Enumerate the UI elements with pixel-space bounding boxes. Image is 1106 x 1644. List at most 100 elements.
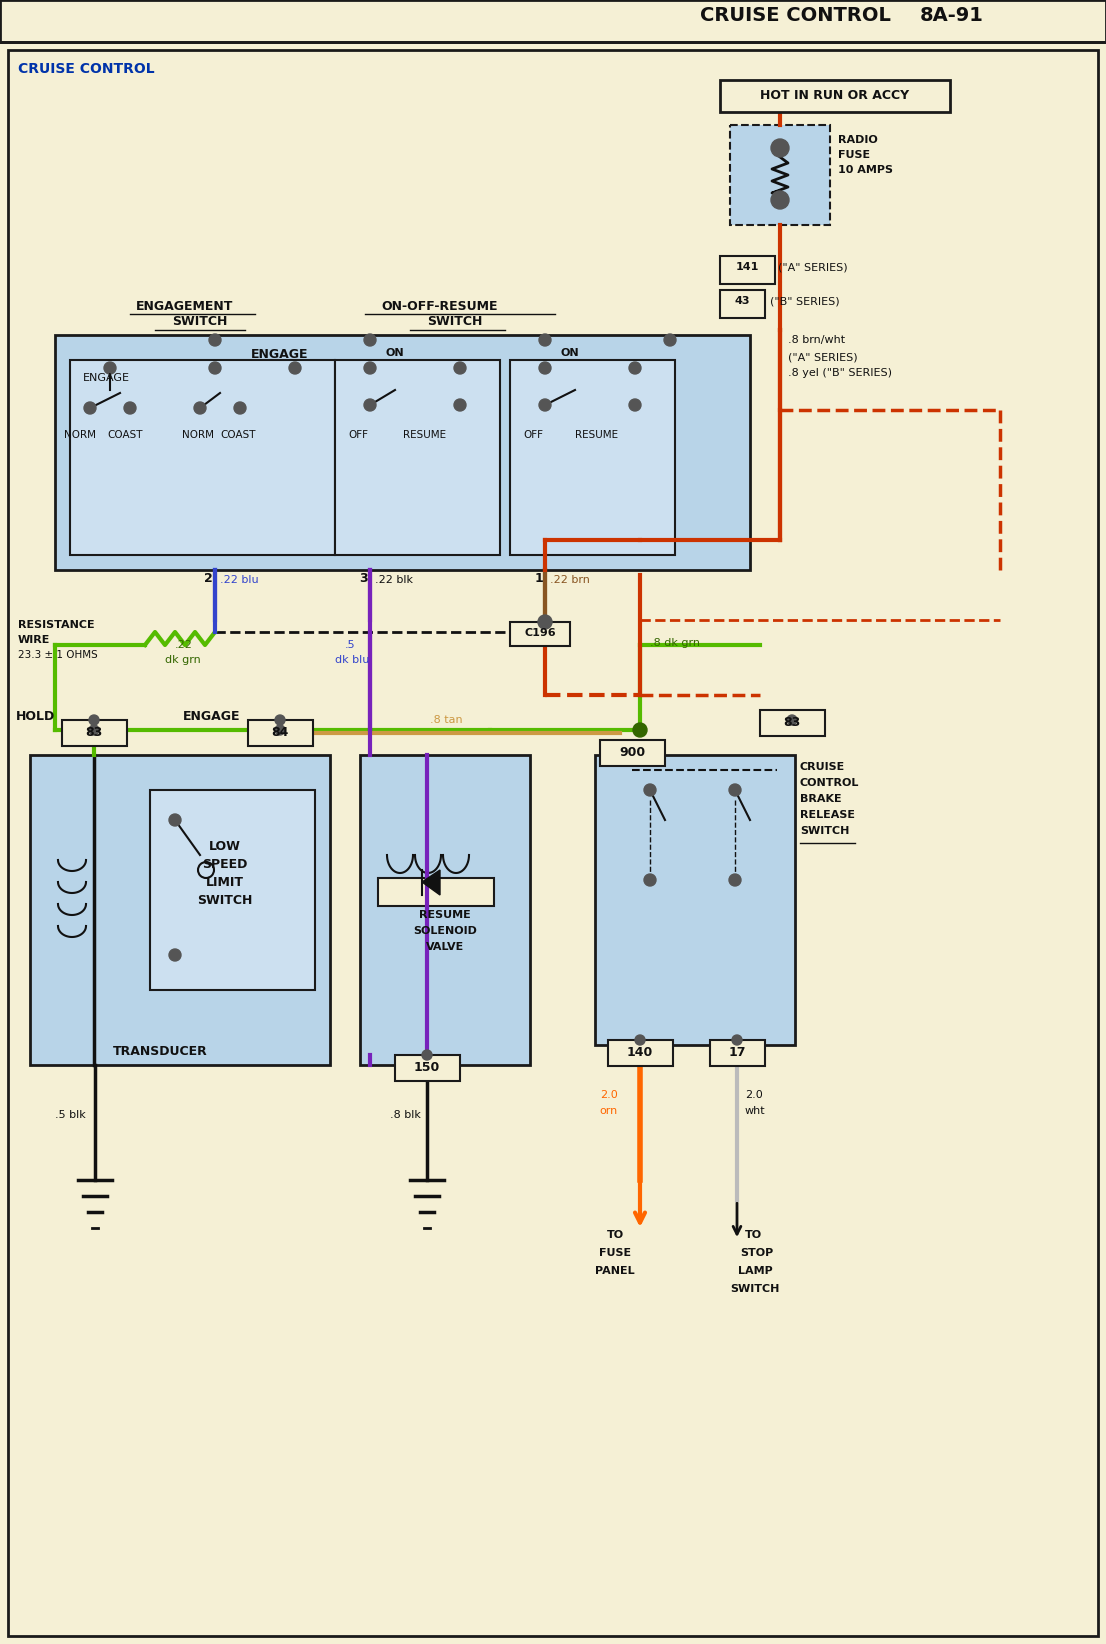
Text: 83: 83 xyxy=(85,727,103,740)
Text: ENGAGE: ENGAGE xyxy=(83,373,131,383)
Circle shape xyxy=(209,362,221,373)
Text: .8 dk grn: .8 dk grn xyxy=(650,638,700,648)
Circle shape xyxy=(124,403,136,414)
Bar xyxy=(70,360,335,556)
Text: 2.0: 2.0 xyxy=(601,1090,618,1100)
Bar xyxy=(510,360,675,556)
Circle shape xyxy=(771,140,789,156)
Text: ("A" SERIES): ("A" SERIES) xyxy=(787,352,857,362)
Text: BRAKE: BRAKE xyxy=(800,794,842,804)
Text: OFF: OFF xyxy=(523,431,543,441)
Text: CRUISE CONTROL: CRUISE CONTROL xyxy=(700,7,890,25)
Text: OFF: OFF xyxy=(348,431,368,441)
Text: SWITCH: SWITCH xyxy=(173,316,228,329)
Circle shape xyxy=(729,784,741,796)
Circle shape xyxy=(275,725,285,735)
Circle shape xyxy=(275,715,285,725)
Text: dk blu: dk blu xyxy=(335,654,369,666)
Circle shape xyxy=(364,399,376,411)
Text: .8 blk: .8 blk xyxy=(390,1110,421,1120)
Bar xyxy=(335,360,500,556)
Text: CONTROL: CONTROL xyxy=(800,778,859,787)
Bar xyxy=(359,755,530,1065)
Text: RESUME: RESUME xyxy=(419,911,471,921)
Text: dk grn: dk grn xyxy=(165,654,201,666)
Bar xyxy=(150,791,315,990)
Circle shape xyxy=(289,362,301,373)
Text: 150: 150 xyxy=(414,1060,440,1074)
Text: 900: 900 xyxy=(619,746,645,760)
Text: .5: .5 xyxy=(345,640,356,649)
Circle shape xyxy=(664,334,676,345)
Text: CRUISE: CRUISE xyxy=(800,763,845,773)
Circle shape xyxy=(629,399,641,411)
Text: RESISTANCE: RESISTANCE xyxy=(18,620,95,630)
Circle shape xyxy=(787,715,797,725)
Circle shape xyxy=(364,334,376,345)
Circle shape xyxy=(194,403,206,414)
Text: NORM: NORM xyxy=(64,431,96,441)
Text: CRUISE CONTROL: CRUISE CONTROL xyxy=(18,62,155,76)
Text: LIMIT: LIMIT xyxy=(206,876,244,889)
Bar xyxy=(30,755,330,1065)
Text: 23.3 ± 1 OHMS: 23.3 ± 1 OHMS xyxy=(18,649,97,659)
Text: COAST: COAST xyxy=(220,431,255,441)
Bar xyxy=(510,621,570,646)
Circle shape xyxy=(538,615,552,630)
Text: RADIO: RADIO xyxy=(838,135,878,145)
Text: .22 brn: .22 brn xyxy=(550,575,589,585)
Bar xyxy=(760,710,825,737)
Text: 84: 84 xyxy=(271,727,289,740)
Bar xyxy=(248,720,313,746)
Text: 140: 140 xyxy=(627,1046,654,1059)
Text: wht: wht xyxy=(745,1106,765,1116)
Text: LOW: LOW xyxy=(209,840,241,853)
Text: 3: 3 xyxy=(359,572,368,585)
Text: 1: 1 xyxy=(534,572,543,585)
Text: .5 blk: .5 blk xyxy=(55,1110,86,1120)
Text: 2: 2 xyxy=(205,572,213,585)
Text: .22 blu: .22 blu xyxy=(220,575,259,585)
Text: .22 blk: .22 blk xyxy=(375,575,413,585)
Text: ENGAGE: ENGAGE xyxy=(182,710,240,723)
Text: C196: C196 xyxy=(524,628,556,638)
Circle shape xyxy=(771,191,789,209)
Text: ON: ON xyxy=(386,349,405,358)
Circle shape xyxy=(629,362,641,373)
Text: 141: 141 xyxy=(735,261,759,271)
Text: FUSE: FUSE xyxy=(599,1248,632,1258)
Circle shape xyxy=(732,1036,742,1046)
Text: .8 yel ("B" SERIES): .8 yel ("B" SERIES) xyxy=(787,368,893,378)
Bar xyxy=(710,1041,765,1065)
Circle shape xyxy=(104,362,116,373)
Circle shape xyxy=(644,875,656,886)
Text: COAST: COAST xyxy=(107,431,143,441)
Bar xyxy=(395,1055,460,1082)
Text: 10 AMPS: 10 AMPS xyxy=(838,164,893,174)
Text: 43: 43 xyxy=(734,296,750,306)
Circle shape xyxy=(422,1051,432,1060)
Text: ON: ON xyxy=(561,349,580,358)
Text: 17: 17 xyxy=(728,1046,745,1059)
Bar xyxy=(720,289,765,317)
Text: RESUME: RESUME xyxy=(404,431,447,441)
Text: 8A-91: 8A-91 xyxy=(920,7,984,25)
Bar xyxy=(62,720,127,746)
Bar xyxy=(720,81,950,112)
Text: RESUME: RESUME xyxy=(575,431,618,441)
Bar xyxy=(730,125,830,225)
Circle shape xyxy=(84,403,96,414)
Text: ON-OFF-RESUME: ON-OFF-RESUME xyxy=(382,299,498,312)
Text: ENGAGE: ENGAGE xyxy=(251,349,309,362)
Bar xyxy=(720,256,775,284)
Text: TRANSDUCER: TRANSDUCER xyxy=(113,1046,208,1059)
Text: .8 tan: .8 tan xyxy=(430,715,462,725)
Circle shape xyxy=(644,784,656,796)
Text: TO: TO xyxy=(745,1230,762,1240)
Text: VALVE: VALVE xyxy=(426,942,465,952)
Bar xyxy=(0,0,1106,43)
Text: HOLD: HOLD xyxy=(15,710,55,723)
Text: .8 brn/wht: .8 brn/wht xyxy=(787,335,845,345)
Text: SWITCH: SWITCH xyxy=(800,825,849,837)
Text: ("A" SERIES): ("A" SERIES) xyxy=(778,261,847,271)
